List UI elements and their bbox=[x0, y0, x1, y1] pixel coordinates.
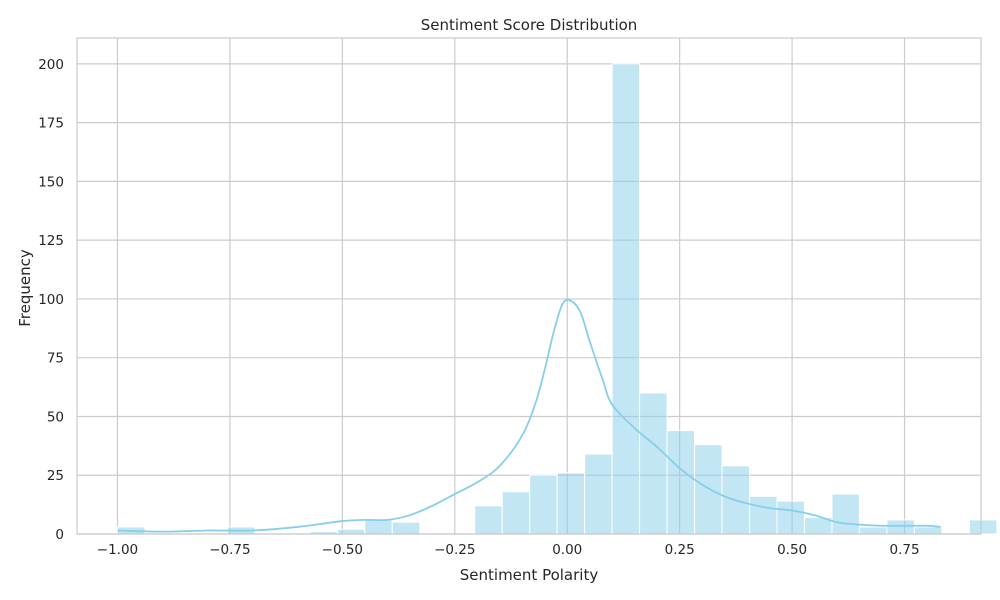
histogram-bar bbox=[556, 472, 586, 535]
histogram-bar bbox=[886, 519, 915, 535]
histogram-bar bbox=[391, 521, 421, 535]
y-tick-label: 25 bbox=[47, 468, 64, 484]
histogram-bar bbox=[749, 495, 778, 535]
histogram-bars bbox=[116, 63, 998, 535]
x-tick-label: 0.50 bbox=[777, 542, 807, 558]
histogram-bar bbox=[584, 453, 613, 535]
histogram-bar bbox=[474, 505, 503, 535]
y-axis-label: Frequency bbox=[16, 249, 34, 327]
x-tick-labels: −1.00 −0.75 −0.50 −0.25 0.00 0.25 0.50 0.75 bbox=[97, 542, 920, 558]
x-axis-label: Sentiment Polarity bbox=[460, 566, 599, 584]
histogram-bar bbox=[639, 392, 668, 535]
x-tick-label: −0.75 bbox=[209, 542, 250, 558]
y-tick-label: 150 bbox=[38, 174, 64, 190]
histogram-bar bbox=[858, 526, 888, 535]
x-tick-label: 0.75 bbox=[890, 542, 920, 558]
y-tick-label: 100 bbox=[38, 292, 64, 308]
grid-lines bbox=[77, 38, 981, 535]
histogram-bar bbox=[666, 430, 696, 535]
chart-title: Sentiment Score Distribution bbox=[421, 16, 638, 34]
y-tick-labels: 0 25 50 75 100 125 150 175 200 bbox=[38, 57, 64, 543]
kde-curve bbox=[117, 299, 941, 533]
y-tick-label: 175 bbox=[38, 116, 64, 132]
x-tick-label: 0.25 bbox=[665, 542, 695, 558]
plot-frame bbox=[76, 37, 982, 535]
y-tick-label: 75 bbox=[47, 351, 64, 367]
x-tick-label: −1.00 bbox=[97, 542, 138, 558]
histogram-bar bbox=[529, 474, 558, 535]
y-tick-label: 200 bbox=[38, 57, 64, 73]
x-tick-label: 0.00 bbox=[552, 542, 582, 558]
histogram-bar bbox=[776, 500, 805, 535]
x-tick-label: −0.25 bbox=[434, 542, 475, 558]
histogram-bar bbox=[831, 493, 860, 535]
y-tick-label: 50 bbox=[47, 409, 64, 425]
histogram-bar bbox=[913, 526, 943, 535]
histogram-bar bbox=[968, 519, 998, 535]
y-tick-label: 0 bbox=[55, 527, 64, 543]
histogram-bar bbox=[611, 63, 641, 535]
histogram-bar bbox=[336, 528, 366, 535]
histogram-bar bbox=[364, 519, 393, 535]
histogram-bar bbox=[501, 491, 531, 535]
x-tick-label: −0.50 bbox=[322, 542, 363, 558]
y-tick-label: 125 bbox=[38, 233, 64, 249]
